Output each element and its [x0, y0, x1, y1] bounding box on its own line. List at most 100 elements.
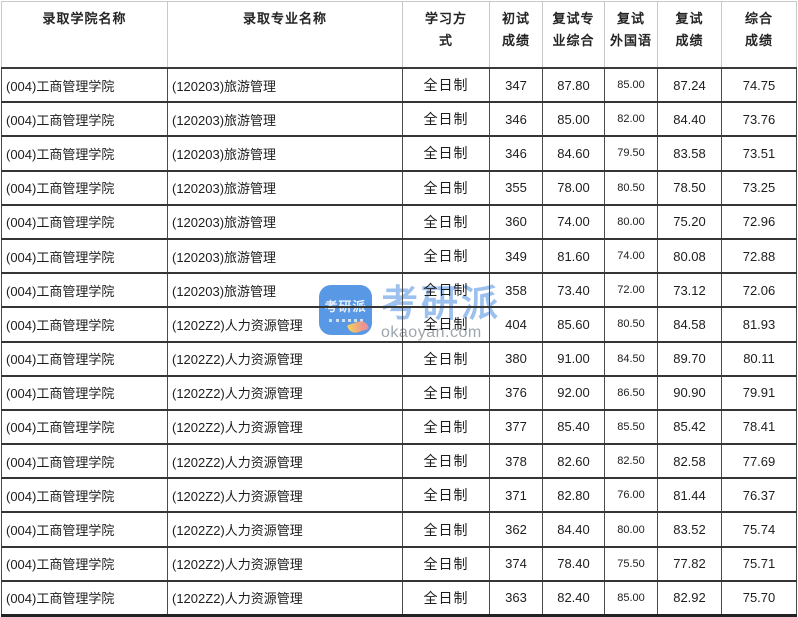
cell-initial_score: 346 — [489, 101, 543, 138]
cell-initial_score: 376 — [489, 374, 543, 411]
table-row: (004)工商管理学院 (1202Z2)人力资源管理 全日制 404 85.60 80.5… — [1, 306, 797, 343]
cell-study_mode: 全日制 — [402, 477, 490, 514]
table-row: (004)工商管理学院 (120203)旅游管理 全日制 349 81.60 74.00 8… — [1, 237, 797, 275]
cell-retest_foreign_language: 82.00 — [604, 101, 658, 138]
cell-study_mode: 全日制 — [402, 511, 490, 548]
cell-comprehensive_score: 81.93 — [721, 306, 797, 343]
cell-retest_major_comprehensive: 85.00 — [542, 101, 605, 138]
cell-study_mode: 全日制 — [402, 443, 490, 480]
cell-retest_foreign_language: 85.50 — [604, 408, 658, 446]
cell-comprehensive_score: 72.06 — [721, 272, 797, 309]
cell-retest_foreign_language: 84.50 — [604, 340, 658, 377]
cell-retest_foreign_language: 74.00 — [604, 237, 658, 275]
cell-comprehensive_score: 75.74 — [721, 511, 797, 548]
cell-retest_score: 87.24 — [657, 66, 722, 104]
table-row: (004)工商管理学院 (1202Z2)人力资源管理 全日制 362 84.40 80.0… — [1, 511, 797, 548]
cell-retest_major_comprehensive: 78.40 — [542, 545, 605, 582]
cell-initial_score: 355 — [489, 169, 543, 206]
cell-study_mode: 全日制 — [402, 272, 490, 309]
cell-retest_score: 84.58 — [657, 306, 722, 343]
cell-retest_foreign_language: 86.50 — [604, 374, 658, 411]
cell-college: (004)工商管理学院 — [1, 579, 168, 617]
table-row: (004)工商管理学院 (120203)旅游管理 全日制 346 85.00 82.00 8… — [1, 101, 797, 138]
cell-retest_major_comprehensive: 82.60 — [542, 443, 605, 480]
cell-retest_foreign_language: 82.50 — [604, 443, 658, 480]
col-header-retest_foreign_language: 复试 外国语 — [604, 1, 658, 69]
cell-initial_score: 346 — [489, 135, 543, 172]
cell-retest_score: 75.20 — [657, 203, 722, 240]
col-header-college: 录取学院名称 — [1, 1, 168, 69]
cell-initial_score: 358 — [489, 272, 543, 309]
cell-study_mode: 全日制 — [402, 545, 490, 582]
cell-study_mode: 全日制 — [402, 306, 490, 343]
cell-college: (004)工商管理学院 — [1, 101, 168, 138]
cell-college: (004)工商管理学院 — [1, 340, 168, 377]
cell-major: (1202Z2)人力资源管理 — [167, 340, 403, 377]
cell-comprehensive_score: 76.37 — [721, 477, 797, 514]
cell-retest_foreign_language: 85.00 — [604, 66, 658, 104]
cell-major: (120203)旅游管理 — [167, 272, 403, 309]
cell-initial_score: 374 — [489, 545, 543, 582]
cell-retest_score: 77.82 — [657, 545, 722, 582]
cell-study_mode: 全日制 — [402, 66, 490, 104]
cell-retest_major_comprehensive: 87.80 — [542, 66, 605, 104]
cell-initial_score: 380 — [489, 340, 543, 377]
cell-retest_foreign_language: 72.00 — [604, 272, 658, 309]
cell-retest_major_comprehensive: 74.00 — [542, 203, 605, 240]
cell-retest_score: 90.90 — [657, 374, 722, 411]
cell-retest_score: 89.70 — [657, 340, 722, 377]
cell-college: (004)工商管理学院 — [1, 374, 168, 411]
cell-retest_score: 83.58 — [657, 135, 722, 172]
cell-retest_score: 82.92 — [657, 579, 722, 617]
cell-major: (120203)旅游管理 — [167, 66, 403, 104]
cell-comprehensive_score: 73.76 — [721, 101, 797, 138]
cell-retest_foreign_language: 80.00 — [604, 511, 658, 548]
col-header-study_mode: 学习方 式 — [402, 1, 490, 69]
cell-retest_foreign_language: 80.50 — [604, 169, 658, 206]
cell-retest_major_comprehensive: 84.40 — [542, 511, 605, 548]
cell-initial_score: 377 — [489, 408, 543, 446]
cell-major: (1202Z2)人力资源管理 — [167, 477, 403, 514]
table-row: (004)工商管理学院 (1202Z2)人力资源管理 全日制 377 85.40 85.5… — [1, 408, 797, 446]
cell-college: (004)工商管理学院 — [1, 443, 168, 480]
cell-college: (004)工商管理学院 — [1, 477, 168, 514]
cell-college: (004)工商管理学院 — [1, 511, 168, 548]
cell-retest_score: 80.08 — [657, 237, 722, 275]
cell-comprehensive_score: 73.25 — [721, 169, 797, 206]
cell-major: (1202Z2)人力资源管理 — [167, 306, 403, 343]
cell-initial_score: 347 — [489, 66, 543, 104]
cell-retest_foreign_language: 85.00 — [604, 579, 658, 617]
cell-comprehensive_score: 80.11 — [721, 340, 797, 377]
cell-retest_foreign_language: 80.00 — [604, 203, 658, 240]
cell-comprehensive_score: 75.71 — [721, 545, 797, 582]
cell-comprehensive_score: 77.69 — [721, 443, 797, 480]
cell-college: (004)工商管理学院 — [1, 272, 168, 309]
cell-college: (004)工商管理学院 — [1, 169, 168, 206]
table-row: (004)工商管理学院 (120203)旅游管理 全日制 358 73.40 72.00 7… — [1, 272, 797, 309]
cell-initial_score: 362 — [489, 511, 543, 548]
table-row: (004)工商管理学院 (120203)旅游管理 全日制 360 74.00 80.00 7… — [1, 203, 797, 240]
cell-study_mode: 全日制 — [402, 340, 490, 377]
cell-initial_score: 360 — [489, 203, 543, 240]
cell-major: (120203)旅游管理 — [167, 101, 403, 138]
cell-comprehensive_score: 72.96 — [721, 203, 797, 240]
cell-retest_major_comprehensive: 82.40 — [542, 579, 605, 617]
table-row: (004)工商管理学院 (120203)旅游管理 全日制 346 84.60 79.50 8… — [1, 135, 797, 172]
cell-initial_score: 371 — [489, 477, 543, 514]
table-row: (004)工商管理学院 (1202Z2)人力资源管理 全日制 363 82.40 85.0… — [1, 579, 797, 617]
cell-retest_score: 84.40 — [657, 101, 722, 138]
table-row: (004)工商管理学院 (1202Z2)人力资源管理 全日制 374 78.40 75.5… — [1, 545, 797, 582]
cell-initial_score: 349 — [489, 237, 543, 275]
cell-retest_major_comprehensive: 82.80 — [542, 477, 605, 514]
table-row: (004)工商管理学院 (120203)旅游管理 全日制 347 87.80 85.00 8… — [1, 66, 797, 104]
cell-retest_major_comprehensive: 85.40 — [542, 408, 605, 446]
cell-initial_score: 378 — [489, 443, 543, 480]
cell-retest_score: 81.44 — [657, 477, 722, 514]
cell-initial_score: 404 — [489, 306, 543, 343]
cell-comprehensive_score: 79.91 — [721, 374, 797, 411]
cell-study_mode: 全日制 — [402, 374, 490, 411]
table-header-row: 录取学院名称 录取专业名称 学习方 式初试 成绩 复试专 业综合 复试 外国语 复试 成绩… — [1, 1, 797, 69]
cell-study_mode: 全日制 — [402, 203, 490, 240]
